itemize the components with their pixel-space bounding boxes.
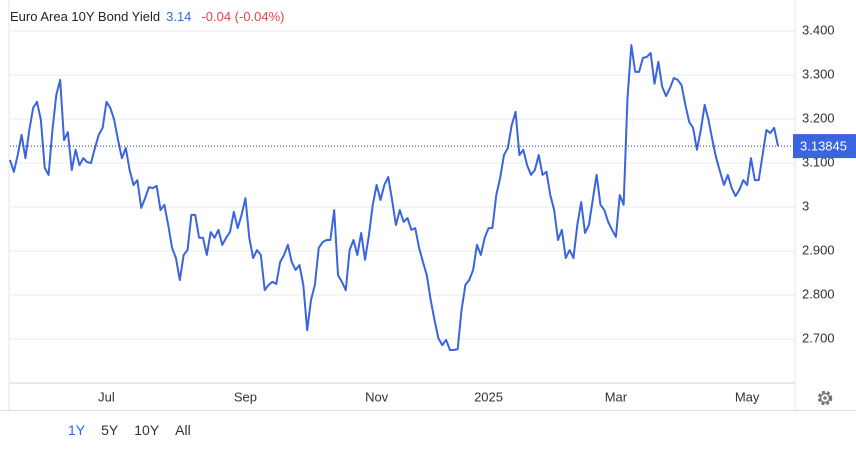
- range-button[interactable]: 5Y: [95, 418, 124, 442]
- y-tick-label: 3: [802, 198, 809, 213]
- y-tick-label: 3.200: [802, 110, 835, 125]
- y-tick-label: 2.800: [802, 286, 835, 301]
- y-tick-label: 2.700: [802, 330, 835, 345]
- x-tick-label: May: [735, 389, 760, 404]
- y-tick-label: 3.400: [802, 22, 835, 37]
- y-tick-label: 3.300: [802, 66, 835, 81]
- x-tick-label: Sep: [234, 389, 257, 404]
- gear-ring: [819, 392, 831, 404]
- range-button[interactable]: 1Y: [62, 418, 91, 442]
- x-tick-label: Nov: [365, 389, 389, 404]
- price: 3.14: [166, 9, 192, 24]
- y-tick-label: 3.100: [802, 154, 835, 169]
- settings-icon[interactable]: [817, 390, 833, 406]
- range-button[interactable]: 10Y: [128, 418, 165, 442]
- gear-hub: [823, 396, 827, 400]
- x-tick-label: Mar: [605, 389, 628, 404]
- gear-teeth: [817, 390, 833, 406]
- x-tick-label: 2025: [474, 389, 503, 404]
- chart-title: Euro Area 10Y Bond Yield: [10, 9, 161, 24]
- range-bar: 1Y 5Y 10Y All: [0, 410, 856, 449]
- y-tick-label: 2.900: [802, 242, 835, 257]
- last-value-label: 3.13845: [800, 139, 847, 154]
- range-button[interactable]: All: [169, 418, 197, 442]
- change: -0.04 (-0.04%): [201, 9, 285, 24]
- header: Euro Area 10Y Bond Yield 3.14 -0.04 (-0.…: [10, 9, 285, 24]
- last-value-box: [793, 134, 856, 159]
- x-tick-label: Jul: [98, 389, 115, 404]
- series-line: [9, 44, 779, 351]
